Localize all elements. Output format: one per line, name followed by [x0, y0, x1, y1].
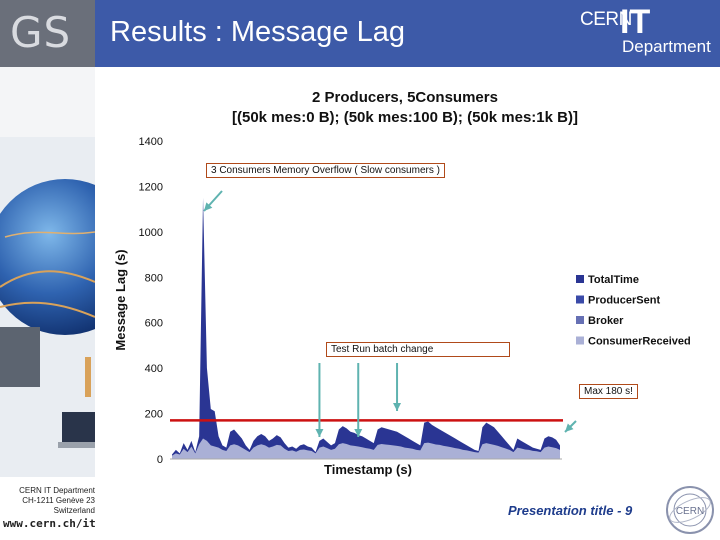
x-axis-label: Timestamp (s): [324, 462, 412, 477]
footer-address-line: CERN IT Department: [19, 486, 95, 495]
footer-address: CERN IT Department CH-1211 Genève 23 Swi…: [3, 486, 95, 516]
chart-title: 2 Producers, 5Consumers: [312, 89, 498, 106]
globe-icon: [0, 179, 95, 335]
chart-subtitle: [(50k mes:0 B); (50k mes:100 B); (50k me…: [232, 109, 578, 126]
annotation-arrow-overflow: [203, 190, 223, 212]
gs-logo-text: GS: [10, 8, 72, 57]
slide-title: Results : Message Lag: [110, 16, 405, 48]
y-tick-label: 400: [145, 363, 163, 375]
y-tick-label: 800: [145, 272, 163, 284]
annotation-arrow-batch-2: [354, 363, 363, 437]
legend-label: ProducerSent: [588, 295, 660, 307]
cern-seal-text: CERN: [676, 506, 704, 517]
y-tick-label: 200: [145, 409, 163, 421]
server-icon: [0, 327, 40, 387]
annotation-max-lag: Max 180 s!: [579, 384, 638, 399]
y-tick-label: 600: [145, 318, 163, 330]
legend-label: ConsumerReceived: [588, 336, 691, 348]
footer-url-link[interactable]: www.cern.ch/it: [3, 517, 96, 530]
series-area-consumerreceived: [172, 438, 560, 459]
legend-swatch: [576, 336, 584, 345]
y-tick-label: 1400: [139, 136, 163, 148]
annotation-arrow-max: [564, 420, 577, 433]
department-logo-word: Department: [622, 37, 711, 56]
annotation-arrow-batch-3: [393, 363, 402, 411]
y-tick-label: 1200: [139, 181, 163, 193]
legend-swatch: [576, 316, 584, 324]
left-decorative-image: [0, 67, 95, 477]
header-bar: [95, 0, 720, 67]
it-logo-word: IT: [620, 3, 651, 41]
annotation-arrow-batch-1: [315, 363, 324, 437]
annotation-memory-overflow: 3 Consumers Memory Overflow ( Slow consu…: [206, 163, 445, 178]
cern-logo-word: CERN: [580, 9, 632, 30]
footer-address-line: CH-1211 Genève 23: [22, 496, 95, 505]
series-area-totaltime: [172, 197, 560, 460]
legend-swatch: [576, 275, 584, 283]
legend-swatch: [576, 295, 584, 304]
cern-seal-icon: CERN: [666, 486, 714, 534]
laptop-icon: [62, 412, 95, 442]
legend-label: TotalTime: [588, 274, 639, 286]
y-tick-label: 1000: [139, 227, 163, 239]
gs-logo-block: GS: [0, 0, 95, 67]
y-tick-label: 0: [157, 454, 163, 466]
y-axis-label: Message Lag (s): [113, 249, 128, 350]
legend-label: Broker: [588, 315, 624, 327]
footer-address-line: Switzerland: [53, 506, 95, 515]
presentation-title: Presentation title - 9: [508, 503, 633, 518]
annotation-batch-change: Test Run batch change: [326, 342, 510, 357]
